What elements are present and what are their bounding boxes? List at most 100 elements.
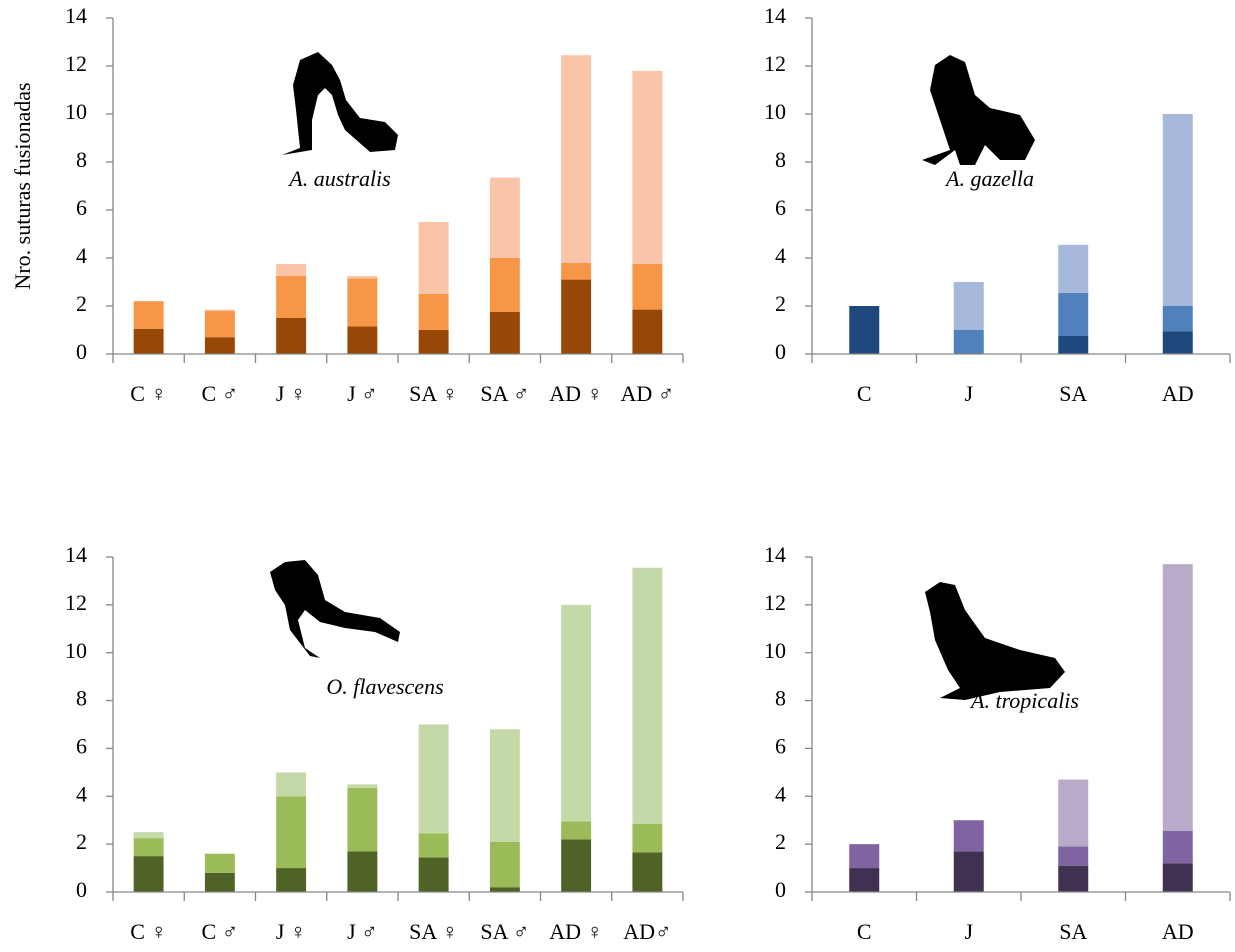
y-tick-label: 14 <box>764 3 786 28</box>
bar-segment <box>134 832 164 838</box>
y-tick-label: 12 <box>764 590 786 615</box>
bar-segment <box>134 856 164 892</box>
bar-segment <box>347 326 377 354</box>
x-tick-label: AD ♀ <box>549 919 603 944</box>
bar-segment <box>276 264 306 276</box>
x-tick-label: SA ♂ <box>480 919 529 944</box>
bar-segment <box>849 868 879 892</box>
bar-segment <box>1058 336 1088 354</box>
bar-segment <box>632 824 662 853</box>
bar-segment <box>1163 331 1193 354</box>
y-tick-label: 2 <box>76 291 87 316</box>
x-tick-label: SA <box>1059 381 1087 406</box>
y-tick-label: 2 <box>775 291 786 316</box>
bar-segment <box>632 71 662 264</box>
bar-segment <box>419 222 449 294</box>
bar-segment <box>1058 866 1088 892</box>
annotation: A. australis <box>287 166 390 191</box>
bar-segment <box>347 788 377 851</box>
silhouette <box>282 52 398 155</box>
x-tick-label: J ♀ <box>276 381 307 406</box>
x-tick-label: J <box>964 381 973 406</box>
bar-segment <box>561 55 591 263</box>
bar-segment <box>561 839 591 892</box>
bar-segment <box>490 887 520 892</box>
bar-segment <box>490 842 520 887</box>
bar-segment <box>205 311 235 337</box>
y-tick-label: 14 <box>764 542 786 567</box>
bar-segment <box>1058 293 1088 336</box>
y-tick-label: 14 <box>65 542 87 567</box>
bar-segment <box>490 729 520 841</box>
y-tick-label: 0 <box>76 877 87 902</box>
y-tick-label: 6 <box>775 195 786 220</box>
bar-segment <box>954 282 984 330</box>
bar-segment <box>276 796 306 868</box>
bar-segment <box>134 301 164 329</box>
x-tick-label: C ♀ <box>130 919 167 944</box>
y-tick-label: 8 <box>76 147 87 172</box>
x-tick-label: C ♀ <box>130 381 167 406</box>
x-tick-label: C <box>857 381 872 406</box>
y-tick-label: 6 <box>76 195 87 220</box>
bar-segment <box>205 873 235 892</box>
bar-segment <box>1163 863 1193 892</box>
x-tick-label: C ♂ <box>202 381 239 406</box>
bar-segment <box>134 329 164 354</box>
bar-segment <box>632 853 662 892</box>
bar-segment <box>954 820 984 851</box>
x-tick-label: SA ♂ <box>480 381 529 406</box>
bar-segment <box>561 263 591 280</box>
bar-segment <box>419 833 449 857</box>
x-tick-label: J ♀ <box>276 919 307 944</box>
y-tick-label: 8 <box>76 686 87 711</box>
bar-segment <box>347 784 377 788</box>
y-tick-label: 2 <box>76 829 87 854</box>
x-tick-label: AD <box>1162 381 1194 406</box>
x-tick-label: SA ♀ <box>409 381 458 406</box>
y-tick-label: 4 <box>775 781 786 806</box>
bar-segment <box>849 844 879 868</box>
bar-segment <box>347 278 377 326</box>
bar-segment <box>490 178 520 258</box>
y-tick-label: 6 <box>775 733 786 758</box>
bar-segment <box>419 294 449 330</box>
y-tick-label: 8 <box>775 147 786 172</box>
bar-segment <box>1163 306 1193 331</box>
x-tick-label: J <box>964 919 973 944</box>
bar-segment <box>490 258 520 312</box>
x-tick-label: AD ♀ <box>549 381 603 406</box>
bar-segment <box>1058 245 1088 293</box>
bar-segment <box>276 772 306 796</box>
y-tick-label: 2 <box>775 829 786 854</box>
y-tick-label: 4 <box>76 781 87 806</box>
y-tick-label: 6 <box>76 733 87 758</box>
bar-segment <box>561 280 591 354</box>
y-axis-label: Nro. suturas fusionadas <box>10 82 35 289</box>
y-tick-label: 4 <box>76 243 87 268</box>
y-tick-label: 0 <box>775 877 786 902</box>
bar-segment <box>1058 780 1088 847</box>
y-tick-label: 12 <box>65 51 87 76</box>
bar-segment <box>419 330 449 354</box>
silhouette <box>922 55 1035 165</box>
y-tick-label: 10 <box>65 638 87 663</box>
x-tick-label: C <box>857 919 872 944</box>
bar-segment <box>134 838 164 856</box>
bar-segment <box>632 264 662 310</box>
x-tick-label: J ♂ <box>347 919 378 944</box>
y-tick-label: 10 <box>65 99 87 124</box>
x-tick-label: AD ♂ <box>620 381 674 406</box>
silhouettes <box>270 52 1065 700</box>
bar-segment <box>1163 831 1193 863</box>
y-tick-label: 14 <box>65 3 87 28</box>
bar-segment <box>276 868 306 892</box>
bar-segment <box>490 312 520 354</box>
bar-segment <box>276 276 306 318</box>
x-tick-label: J ♂ <box>347 381 378 406</box>
bar-segment <box>849 306 879 354</box>
bar-segment <box>561 821 591 839</box>
bar-segment <box>205 854 235 873</box>
y-tick-label: 10 <box>764 638 786 663</box>
x-tick-label: AD <box>1162 919 1194 944</box>
